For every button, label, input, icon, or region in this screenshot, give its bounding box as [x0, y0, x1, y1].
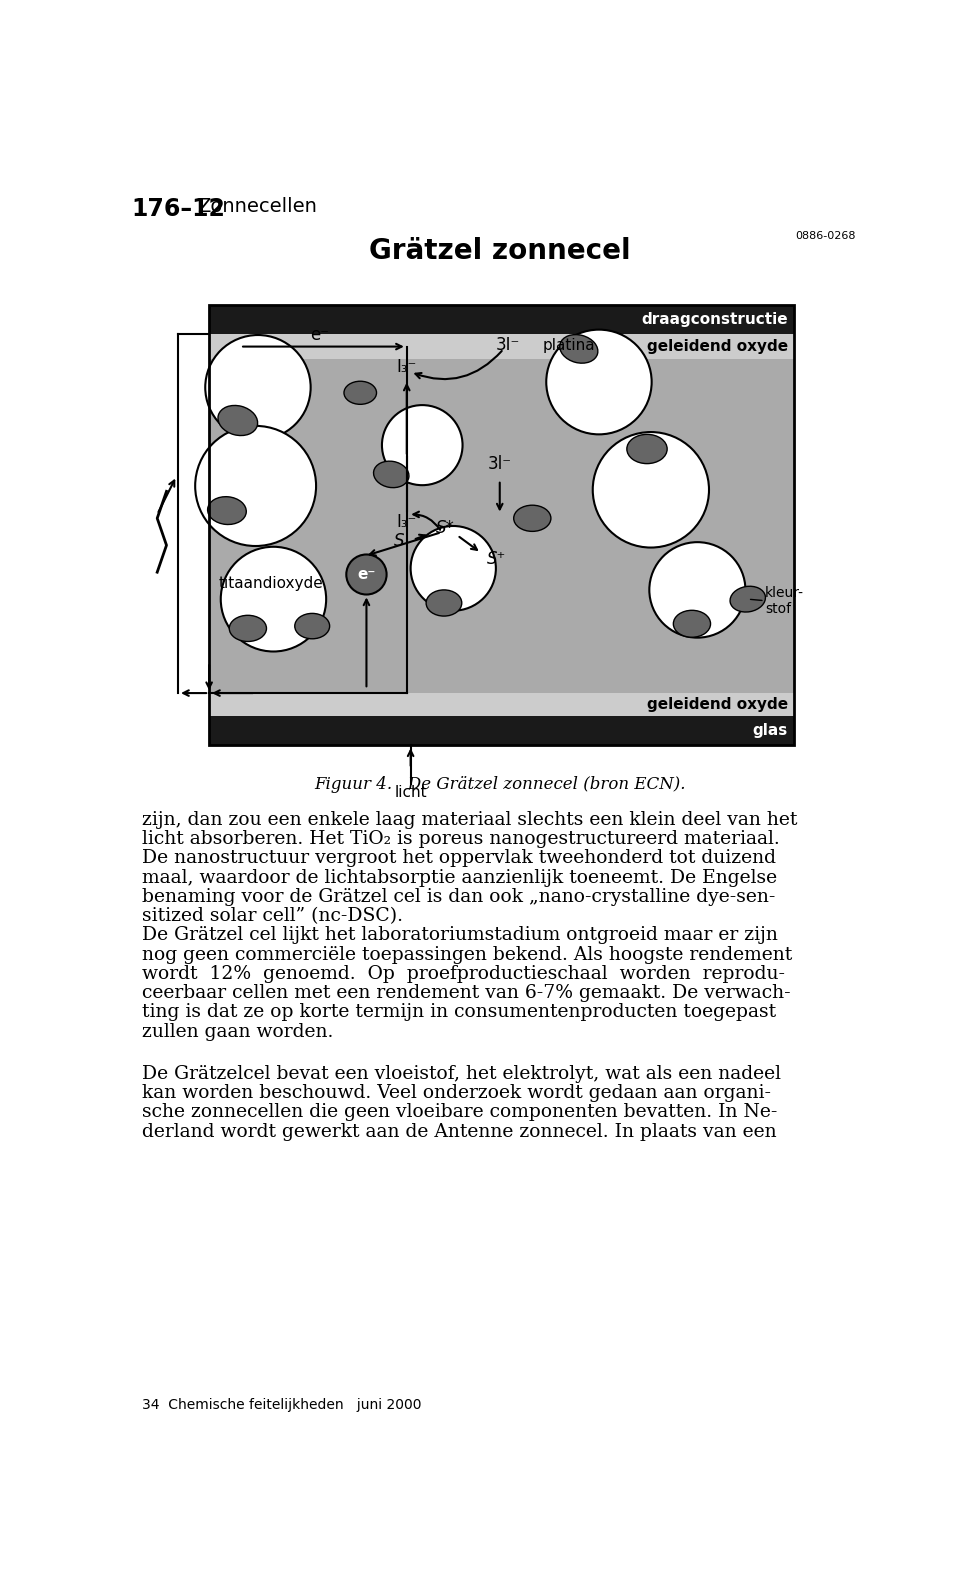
Circle shape — [649, 543, 745, 638]
Ellipse shape — [426, 591, 462, 616]
Text: I₃⁻: I₃⁻ — [396, 358, 417, 376]
Text: 3I⁻: 3I⁻ — [495, 336, 519, 353]
Text: draagconstructie: draagconstructie — [641, 312, 788, 326]
Bar — [209, 306, 794, 745]
Text: 3l⁻: 3l⁻ — [488, 455, 512, 473]
Text: e⁻: e⁻ — [357, 567, 375, 583]
Text: S⁺: S⁺ — [487, 551, 506, 568]
Text: benaming voor de Grätzel cel is dan ook „nano-crystalline dye-sen-: benaming voor de Grätzel cel is dan ook … — [142, 888, 775, 906]
Text: titaandioxyde: titaandioxyde — [219, 576, 324, 591]
Ellipse shape — [229, 616, 267, 642]
Ellipse shape — [514, 505, 551, 532]
Circle shape — [411, 525, 496, 611]
Circle shape — [546, 330, 652, 435]
Ellipse shape — [560, 334, 598, 363]
Text: I₃⁻: I₃⁻ — [396, 513, 417, 530]
Text: kleur-
stof: kleur- stof — [765, 586, 804, 616]
Text: 34  Chemische feitelijkheden   juni 2000: 34 Chemische feitelijkheden juni 2000 — [142, 1398, 421, 1412]
Text: S*: S* — [436, 519, 455, 537]
Circle shape — [382, 404, 463, 486]
Circle shape — [347, 554, 387, 594]
Ellipse shape — [218, 406, 257, 436]
Text: Grätzel zonnecel: Grätzel zonnecel — [369, 237, 631, 266]
Text: kan worden beschouwd. Veel onderzoek wordt gedaan aan organi-: kan worden beschouwd. Veel onderzoek wor… — [142, 1084, 771, 1102]
Text: e⁻: e⁻ — [310, 326, 329, 344]
Text: derland wordt gewerkt aan de Antenne zonnecel. In plaats van een: derland wordt gewerkt aan de Antenne zon… — [142, 1122, 777, 1141]
Text: zullen gaan worden.: zullen gaan worden. — [142, 1022, 333, 1041]
Text: platina: platina — [542, 338, 595, 352]
Ellipse shape — [730, 586, 765, 611]
Ellipse shape — [673, 610, 710, 637]
Circle shape — [221, 546, 326, 651]
Bar — [209, 358, 794, 693]
Ellipse shape — [207, 497, 247, 524]
Ellipse shape — [627, 435, 667, 463]
Bar — [209, 693, 794, 716]
Text: De nanostructuur vergroot het oppervlak tweehonderd tot duizend: De nanostructuur vergroot het oppervlak … — [142, 850, 776, 868]
Text: 176–12: 176–12 — [132, 197, 226, 221]
Text: geleidend oxyde: geleidend oxyde — [647, 339, 788, 353]
Text: wordt  12%  genoemd.  Op  proefproductieschaal  worden  reprodu-: wordt 12% genoemd. Op proefproductiescha… — [142, 965, 784, 982]
Text: Figuur 4.   De Grätzel zonnecel (bron ECN).: Figuur 4. De Grätzel zonnecel (bron ECN)… — [314, 777, 685, 793]
Text: Zonnecellen: Zonnecellen — [198, 197, 318, 217]
Bar — [209, 334, 794, 358]
Text: sche zonnecellen die geen vloeibare componenten bevatten. In Ne-: sche zonnecellen die geen vloeibare comp… — [142, 1103, 777, 1121]
Text: sitized solar cell” (nc-DSC).: sitized solar cell” (nc-DSC). — [142, 907, 402, 925]
Text: licht: licht — [395, 785, 427, 801]
Text: ceerbaar cellen met een rendement van 6-7% gemaakt. De verwach-: ceerbaar cellen met een rendement van 6-… — [142, 984, 790, 1001]
Circle shape — [592, 431, 709, 548]
Circle shape — [195, 427, 316, 546]
Text: licht absorberen. Het TiO₂ is poreus nanogestructureerd materiaal.: licht absorberen. Het TiO₂ is poreus nan… — [142, 829, 780, 849]
Text: glas: glas — [753, 723, 788, 739]
Bar — [209, 306, 794, 334]
Ellipse shape — [344, 380, 376, 404]
Text: ting is dat ze op korte termijn in consumentenproducten toegepast: ting is dat ze op korte termijn in consu… — [142, 1003, 776, 1022]
Text: 0886-0268: 0886-0268 — [796, 231, 856, 240]
Text: maal, waardoor de lichtabsorptie aanzienlijk toeneemt. De Engelse: maal, waardoor de lichtabsorptie aanzien… — [142, 869, 777, 887]
Text: De Grätzelcel bevat een vloeistof, het elektrolyt, wat als een nadeel: De Grätzelcel bevat een vloeistof, het e… — [142, 1065, 780, 1083]
Text: zijn, dan zou een enkele laag materiaal slechts een klein deel van het: zijn, dan zou een enkele laag materiaal … — [142, 810, 797, 829]
Text: nog geen commerciële toepassingen bekend. Als hoogste rendement: nog geen commerciële toepassingen bekend… — [142, 946, 792, 963]
Circle shape — [205, 334, 311, 439]
Ellipse shape — [295, 613, 329, 638]
Ellipse shape — [373, 462, 409, 487]
Text: De Grätzel cel lijkt het laboratoriumstadium ontgroeid maar er zijn: De Grätzel cel lijkt het laboratoriumsta… — [142, 927, 778, 944]
Text: geleidend oxyde: geleidend oxyde — [647, 697, 788, 712]
Bar — [209, 716, 794, 745]
Text: S: S — [394, 532, 404, 551]
